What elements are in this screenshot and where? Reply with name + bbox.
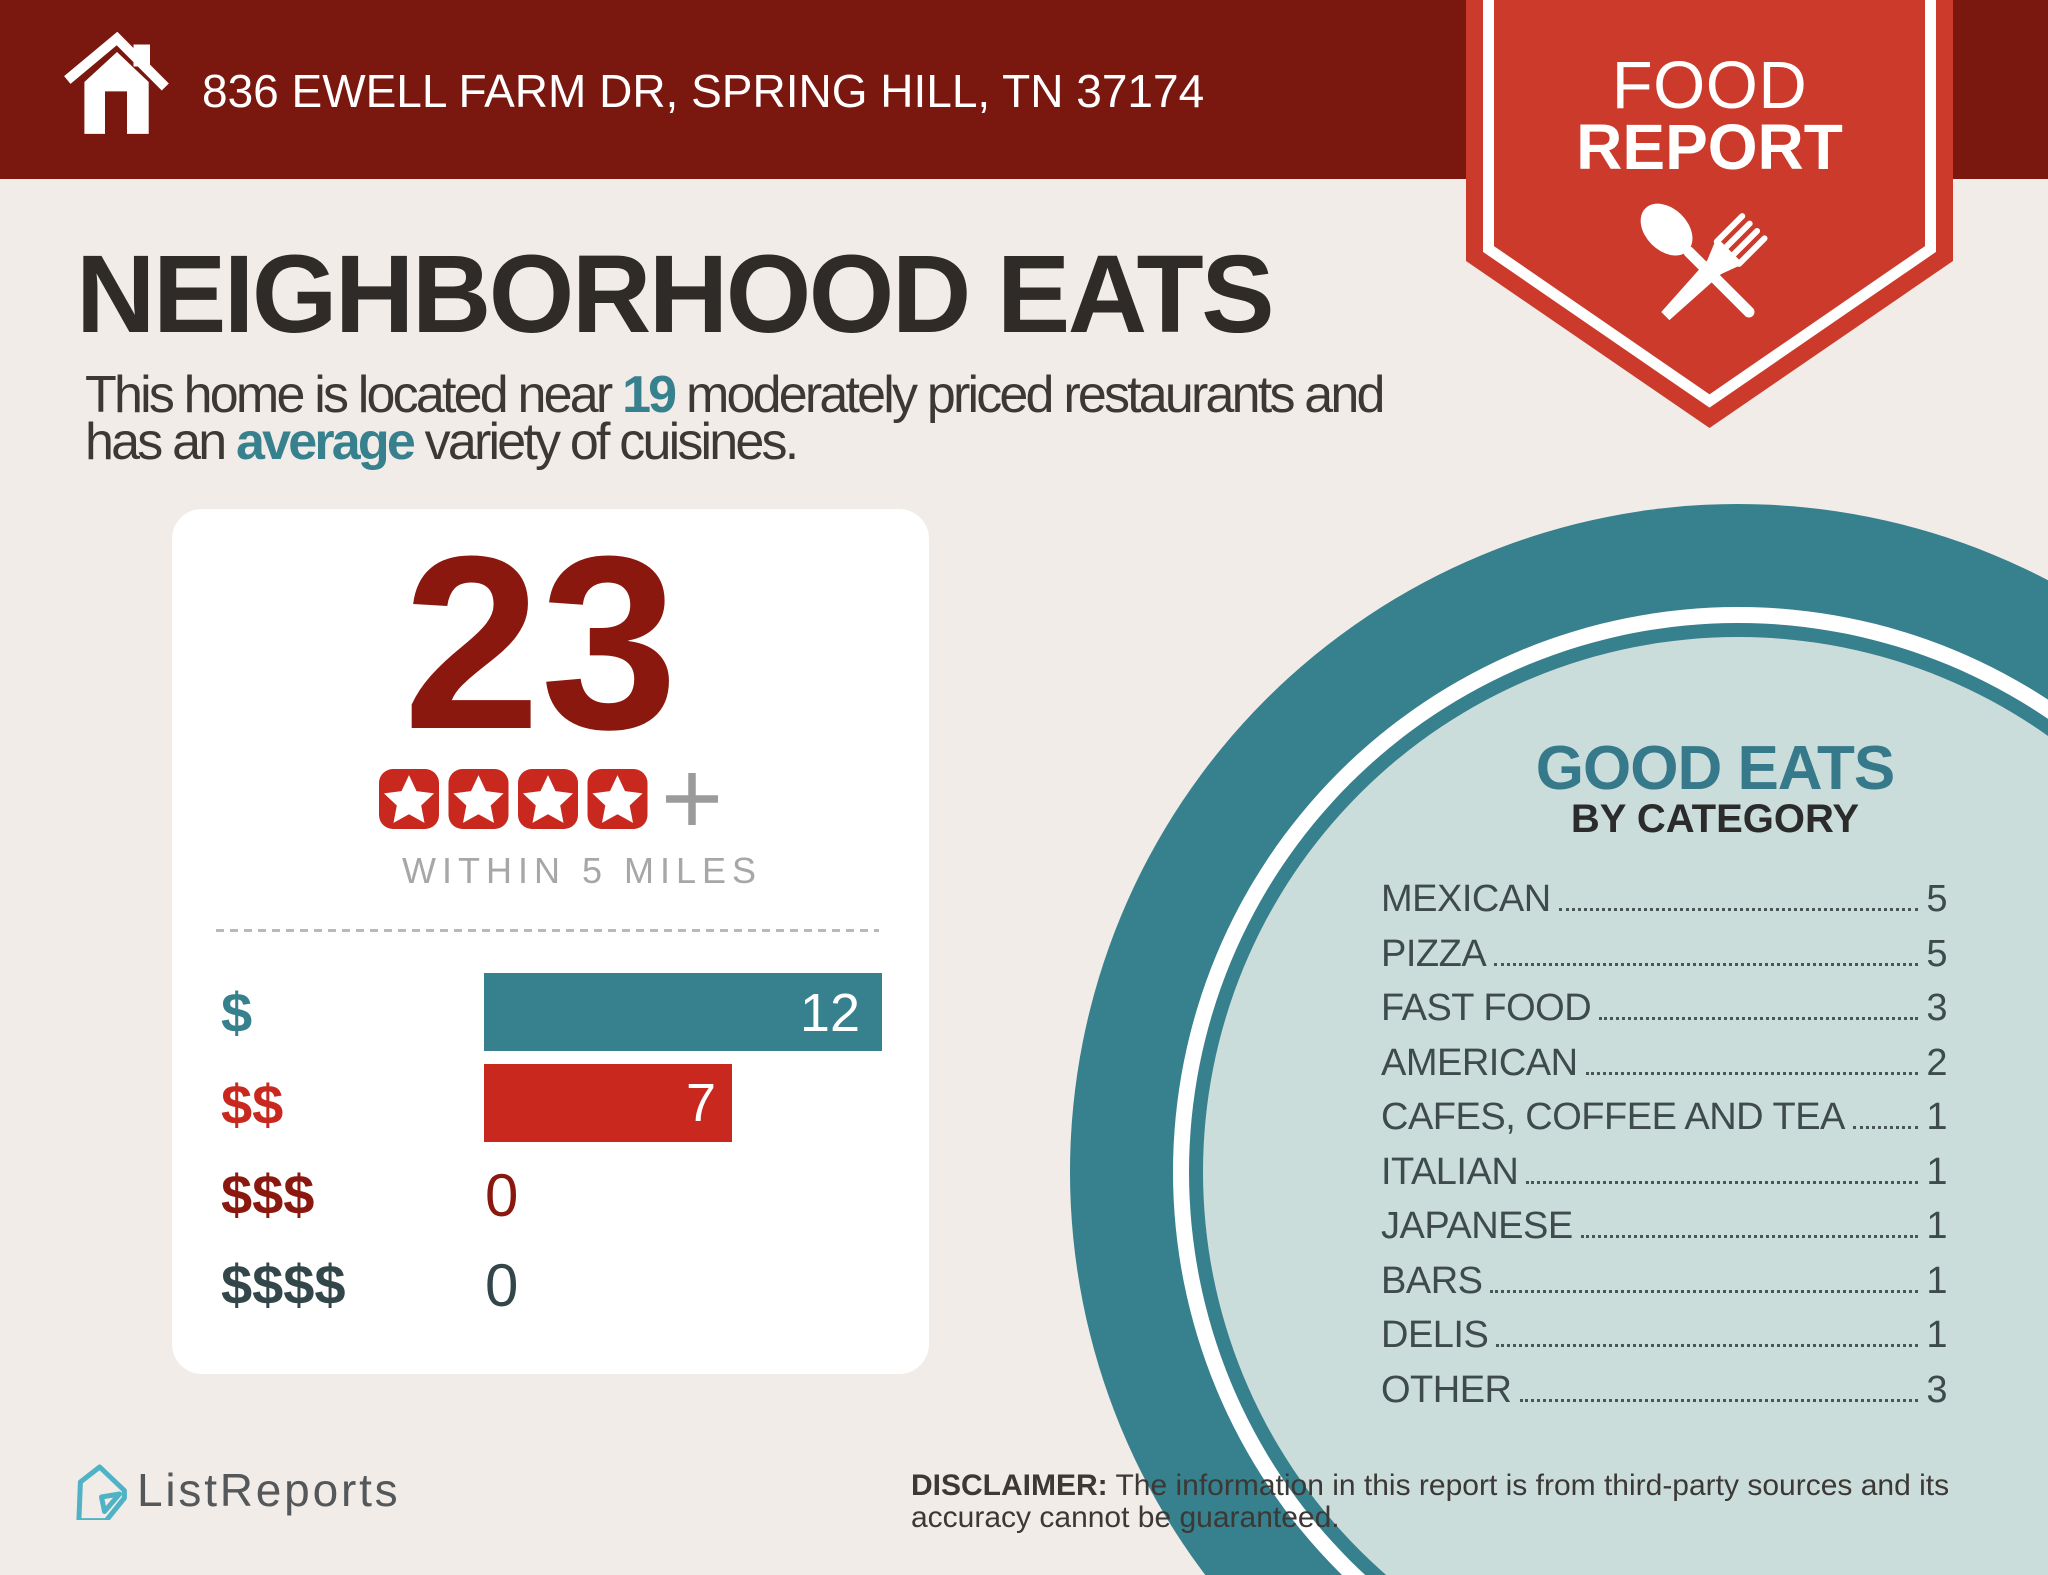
svg-text:REPORT: REPORT [1576,111,1843,183]
svg-text:FOOD: FOOD [1612,48,1808,123]
